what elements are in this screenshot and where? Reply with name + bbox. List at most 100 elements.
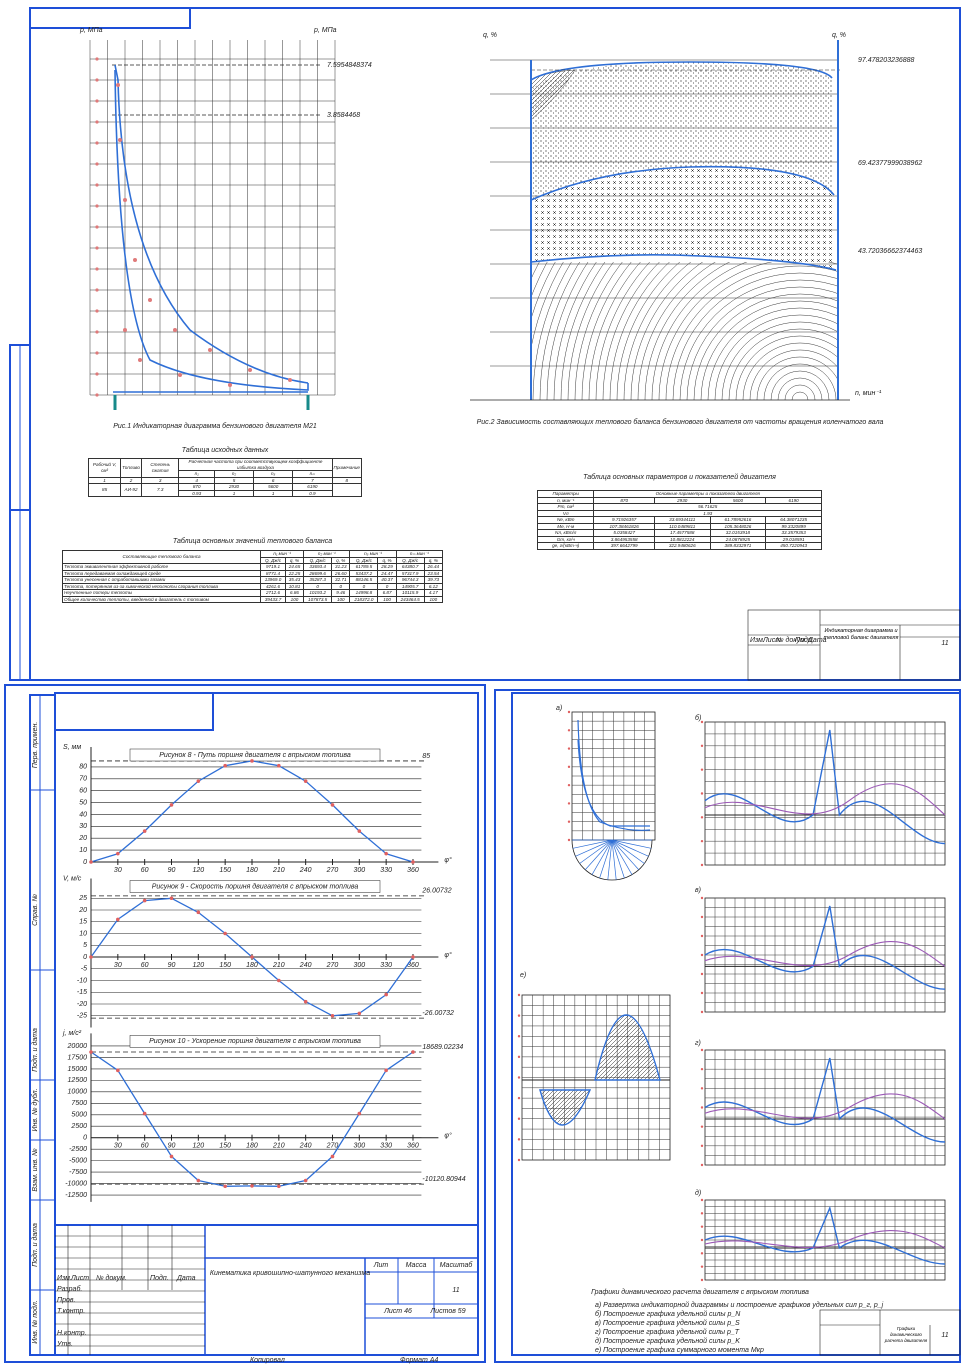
- stamp-row: Т.контр.: [57, 1308, 85, 1315]
- table-cell: 7.3: [140, 483, 180, 497]
- table-cell: 450.7220943: [765, 542, 822, 550]
- y-tick-label: -10: [77, 977, 87, 984]
- stamp-col: Лист: [70, 1275, 89, 1282]
- point: [142, 829, 147, 833]
- point: [95, 120, 99, 124]
- curve: [530, 254, 837, 271]
- y-tick-label: 5: [83, 942, 87, 949]
- x-tick-label: 180: [246, 962, 258, 969]
- y-tick-label: 15: [79, 919, 87, 926]
- table-cell: 4.17: [423, 589, 444, 597]
- chart-title: Рисунок 9 - Скорость поршня двигателя с …: [152, 882, 359, 890]
- point: [700, 1278, 704, 1282]
- x-tick-label: 300: [353, 1143, 365, 1150]
- table-cell: 100: [377, 595, 397, 603]
- curve: [704, 940, 946, 967]
- curve: [530, 165, 835, 201]
- table-cell: 100: [331, 595, 351, 603]
- x-tick-label: 330: [380, 867, 392, 874]
- sheet-corner: [54, 692, 214, 731]
- x-tick-label: 90: [168, 962, 176, 969]
- point: [567, 765, 571, 769]
- annotation: 43.72036662374463: [858, 248, 922, 255]
- hatch-arc: [777, 377, 823, 400]
- table-cell: q, %: [377, 556, 397, 564]
- annotation: 7.5954848374: [327, 62, 372, 69]
- point: [169, 1154, 174, 1159]
- stamp-grid: Изм. Лист № докум. Подп. Дата Разраб. Пров. Т.к…: [55, 1225, 205, 1355]
- spoke: [611, 839, 652, 849]
- y-tick-label: -5000: [69, 1157, 87, 1164]
- sheet-frame: [511, 692, 961, 1356]
- stamp-title-box: Графики динамического расчета двигателя: [884, 1326, 928, 1343]
- x-tick-label: 360: [407, 867, 419, 874]
- point: [95, 183, 99, 187]
- stamp-row: Утв.: [56, 1341, 73, 1348]
- side-label: Взам. инв. №: [32, 1148, 39, 1192]
- x-tick-label: 360: [407, 1143, 419, 1150]
- point: [700, 1198, 704, 1202]
- stamp-col: Подп.: [150, 1274, 169, 1282]
- point: [700, 1252, 704, 1255]
- point: [169, 896, 174, 901]
- y-tick-label: 12500: [68, 1077, 88, 1084]
- y-tick-label: 10: [79, 847, 87, 854]
- point: [248, 368, 252, 372]
- point: [384, 1068, 388, 1073]
- point: [700, 839, 704, 843]
- table-cell: 107873.5: [303, 595, 333, 603]
- y-tick-label: -7500: [69, 1169, 87, 1176]
- point: [700, 896, 704, 900]
- hatch-arc: [700, 300, 838, 400]
- point: [277, 1184, 281, 1189]
- point: [517, 1117, 521, 1120]
- heat-balance-chart: [470, 40, 850, 401]
- table-row: 0.93 1 1 0.9: [89, 489, 362, 497]
- table-row: gе, г/(кВт·ч) 397.6642799 322.9480626 389.8…: [536, 542, 822, 550]
- x-tick-label: 240: [299, 867, 312, 874]
- axis-label: n, мин⁻¹: [855, 390, 882, 397]
- table-cell: q, %: [423, 556, 444, 564]
- panel-label: б): [695, 714, 701, 722]
- hatch-arc: [721, 321, 838, 400]
- table-row: Теплота, потерянная из-за химической неп…: [61, 582, 444, 590]
- table-cell: 6.86: [284, 589, 305, 597]
- x-tick-label: 210: [272, 962, 285, 969]
- table-cell: Степень сжатия: [140, 458, 180, 478]
- hatch-arc: [735, 335, 838, 400]
- side-label: Подп. и дата: [31, 1223, 39, 1267]
- stamp-number: 11: [941, 640, 948, 647]
- curve: [577, 739, 650, 827]
- stamp-mass: Масса: [406, 1262, 427, 1269]
- panel-label: д): [695, 1189, 701, 1197]
- y-axis-label: j, м/с²: [62, 1030, 82, 1037]
- point: [277, 763, 281, 768]
- side-label: Инв. № подл.: [31, 1300, 39, 1343]
- stamp-number: 11: [452, 1287, 459, 1294]
- hatch-arc: [791, 391, 809, 400]
- curve: [704, 1205, 946, 1265]
- y-tick-label: 7500: [71, 1100, 87, 1107]
- table-row: Общее количество теплоты, введенной в дв…: [61, 595, 444, 603]
- hatch-arc: [686, 286, 838, 400]
- hatch-arc: [665, 265, 838, 400]
- table-cell: 0: [331, 582, 351, 590]
- point: [95, 78, 99, 82]
- point: [700, 1163, 704, 1167]
- table-cell: 243464.5: [395, 595, 425, 603]
- semicircle: [571, 839, 653, 881]
- table-cell: 397.6642799: [593, 542, 655, 550]
- y-tick-label: 17500: [68, 1054, 88, 1061]
- stamp-title: Графики динамического расчета двигателя: [884, 1326, 928, 1343]
- table-row: 85 АИ-92 7.3 870 2930 5600 6190: [87, 483, 362, 497]
- spoke: [611, 839, 617, 880]
- x-tick-label: 300: [353, 867, 365, 874]
- y-tick-label: -5: [81, 966, 87, 973]
- point: [142, 898, 147, 903]
- point: [142, 1111, 147, 1116]
- y-tick-label: -25: [77, 1013, 87, 1020]
- stamp-col: Дата: [176, 1275, 196, 1282]
- y-tick-label: 15000: [68, 1066, 88, 1073]
- point: [700, 1265, 704, 1268]
